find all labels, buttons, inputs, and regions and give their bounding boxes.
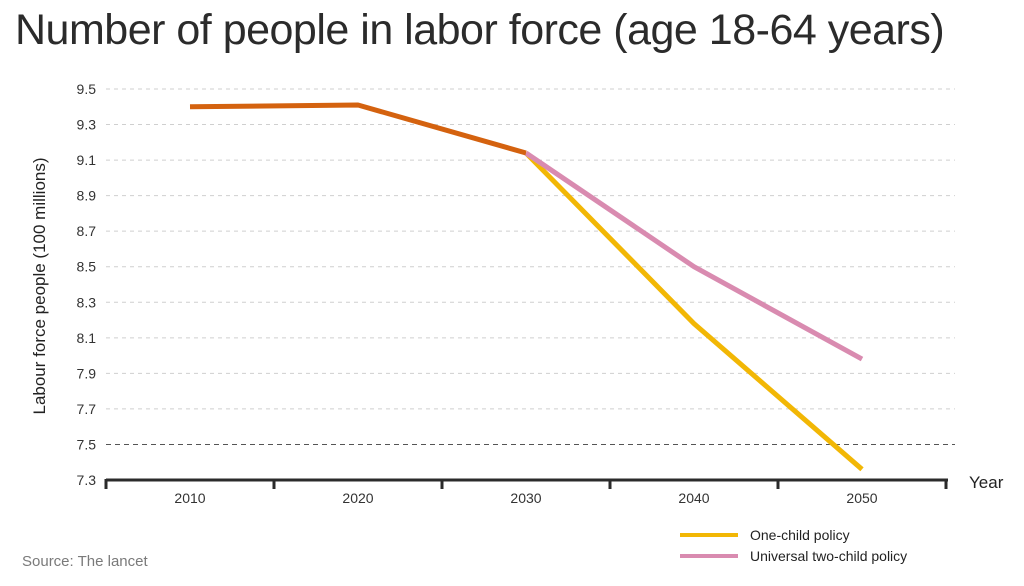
y-tick-label: 9.1 bbox=[77, 152, 97, 168]
x-axis: 2010 2020 2030 2040 2050 bbox=[104, 478, 948, 506]
legend-label: Universal two-child policy bbox=[750, 548, 907, 564]
y-tick-label: 8.5 bbox=[77, 259, 97, 275]
y-tick-label: 9.3 bbox=[77, 117, 97, 133]
y-tick-label: 8.9 bbox=[77, 188, 97, 204]
y-tick-label: 7.5 bbox=[77, 436, 97, 452]
x-tick-label: 2050 bbox=[846, 490, 877, 506]
y-tick-label: 7.9 bbox=[77, 365, 97, 381]
gridlines bbox=[106, 88, 955, 445]
series-lines bbox=[189, 102, 864, 472]
y-tick-label: 9.5 bbox=[77, 81, 97, 97]
series-line bbox=[524, 150, 864, 362]
x-tick-label: 2040 bbox=[678, 490, 709, 506]
x-tick-label: 2020 bbox=[342, 490, 373, 506]
series-line bbox=[189, 102, 527, 156]
y-axis-title: Labour force people (100 millions) bbox=[30, 157, 49, 414]
y-tick-label: 8.3 bbox=[77, 294, 97, 310]
source-note: Source: The lancet bbox=[22, 553, 148, 570]
y-axis-ticks: 7.3 7.5 7.7 7.9 8.1 8.3 8.5 8.7 8.9 9.1 9.3 9.5 bbox=[77, 81, 97, 488]
x-axis-title: Year bbox=[969, 473, 1004, 492]
legend-label: One-child policy bbox=[750, 527, 850, 543]
legend: One-child policy Universal two-child poli… bbox=[680, 527, 907, 564]
y-tick-label: 7.7 bbox=[77, 401, 97, 417]
series-line bbox=[524, 151, 864, 472]
y-tick-label: 8.7 bbox=[77, 223, 97, 239]
x-tick-label: 2030 bbox=[510, 490, 541, 506]
y-tick-label: 8.1 bbox=[77, 330, 97, 346]
y-tick-label: 7.3 bbox=[77, 472, 97, 488]
x-tick-label: 2010 bbox=[174, 490, 205, 506]
chart-title: Number of people in labor force (age 18-… bbox=[15, 6, 945, 54]
